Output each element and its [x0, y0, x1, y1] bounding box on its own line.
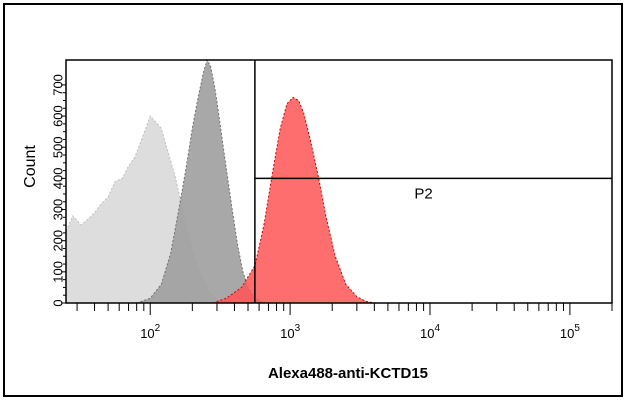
y-tick-label: 300 — [51, 199, 66, 221]
y-tick-label: 400 — [51, 168, 66, 190]
histogram-series-3 — [212, 96, 375, 304]
x-tick-label: 102 — [140, 323, 160, 341]
x-tick-label: 104 — [420, 323, 440, 341]
histogram-series-group — [65, 58, 375, 304]
x-axis-label: Alexa488-anti-KCTD15 — [268, 365, 428, 382]
histogram-series-2 — [136, 58, 269, 304]
y-tick-label: 200 — [51, 230, 66, 252]
x-tick-label: 103 — [280, 323, 300, 341]
x-tick-exponent: 2 — [155, 323, 161, 334]
gate-p2 — [254, 60, 612, 303]
y-tick-label: 0 — [51, 299, 66, 306]
y-tick-label: 500 — [51, 136, 66, 158]
x-tick-label: 105 — [560, 323, 580, 341]
y-tick-label: 700 — [51, 74, 66, 96]
gate-label: P2 — [414, 185, 432, 202]
y-axis-label: Count — [22, 145, 39, 188]
x-axis-ticks: 102 103 104 105 — [76, 303, 613, 341]
x-tick-exponent: 4 — [434, 323, 440, 334]
x-tick-exponent: 5 — [574, 323, 580, 334]
y-axis-ticks: 0 100 200 300 400 500 600 700 — [51, 74, 66, 307]
x-tick-exponent: 3 — [295, 323, 301, 334]
plot-area-frame — [65, 59, 613, 304]
y-tick-label: 600 — [51, 105, 66, 127]
y-tick-label: 100 — [51, 261, 66, 283]
